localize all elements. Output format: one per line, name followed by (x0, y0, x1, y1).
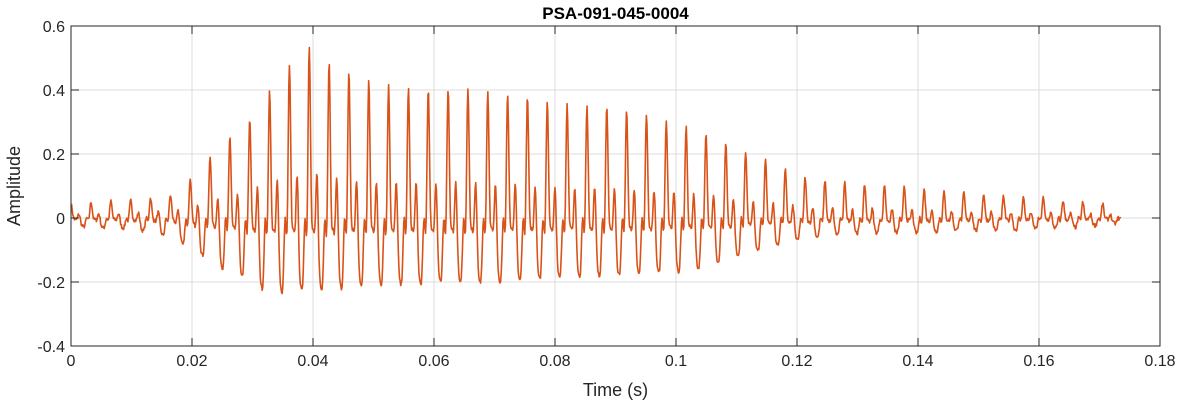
y-tick-label: -0.2 (37, 275, 65, 292)
x-tick-label: 0.02 (176, 353, 207, 370)
x-tick-label: 0.16 (1023, 353, 1054, 370)
x-axis: 0 0.02 0.04 0.06 0.08 0.1 0.12 0.14 0.16 0.18 (67, 26, 1176, 370)
x-tick-label: 0.1 (665, 353, 687, 370)
plot-area (71, 26, 1160, 346)
y-axis-title: Amplitude (4, 146, 24, 226)
series-layer (70, 46, 1122, 295)
chart-title: PSA-091-045-0004 (542, 4, 689, 23)
series-line (70, 46, 1122, 295)
x-tick-label: 0 (67, 353, 76, 370)
y-tick-label: -0.4 (37, 339, 65, 356)
x-tick-label: 0.18 (1144, 353, 1175, 370)
x-axis-title: Time (s) (583, 380, 648, 400)
x-tick-label: 0.08 (539, 353, 570, 370)
y-tick-label: 0.6 (43, 19, 65, 36)
x-tick-label: 0.04 (297, 353, 328, 370)
y-tick-label: 0.4 (43, 83, 65, 100)
y-tick-label: 0.2 (43, 147, 65, 164)
plot-frame (70, 25, 1161, 347)
y-axis: -0.4 -0.2 0 0.2 0.4 0.6 (37, 19, 1160, 356)
x-tick-label: 0.06 (418, 353, 449, 370)
x-tick-label: 0.12 (781, 353, 812, 370)
x-tick-label: 0.14 (902, 353, 933, 370)
y-tick-label: 0 (56, 211, 65, 228)
